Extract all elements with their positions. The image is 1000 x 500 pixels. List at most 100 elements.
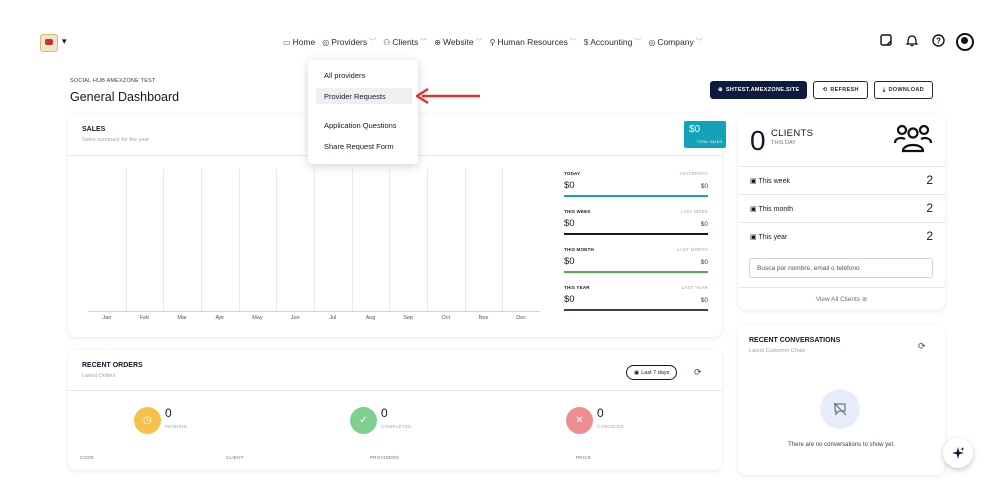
- completed-label: COMPLETED: [381, 424, 412, 429]
- clients-icon: ⚇: [383, 37, 391, 47]
- clients-row-label: ▣ This year: [750, 234, 788, 241]
- globe-icon: ⊕: [434, 37, 441, 47]
- gridline: [502, 169, 504, 311]
- stat-label: TODAY: [564, 171, 581, 176]
- clients-row-value: 2: [926, 173, 933, 187]
- nav-clients[interactable]: ⚇ Clients ﹀: [383, 37, 428, 47]
- refresh-icon[interactable]: ⟳: [694, 367, 702, 377]
- clients-divider: [738, 222, 945, 223]
- clients-count: 0: [750, 125, 766, 156]
- top-navbar: ▾ ▭ Home ◎ Providers ﹀ ⚇ Clients ﹀ ⊕ Website ﹀ …: [0, 26, 1000, 60]
- chevron-down-icon: ﹀: [569, 39, 577, 46]
- stat-prev-label: LAST YEAR: [681, 285, 708, 290]
- month-tick-label: Oct: [441, 315, 451, 321]
- gridline: [238, 169, 240, 311]
- hr-icon: ⚲: [489, 37, 496, 47]
- nav-website[interactable]: ⊕ Website ﹀: [434, 37, 483, 47]
- calendar-icon: ▣: [750, 178, 757, 185]
- pending-count: 0: [165, 406, 172, 420]
- clients-label: CLIENTS: [771, 128, 814, 139]
- nav-accounting[interactable]: $ Accounting ﹀: [583, 37, 642, 47]
- menu-item-provider-requests[interactable]: Provider Requests: [316, 88, 412, 104]
- nav-home[interactable]: ▭ Home: [283, 37, 316, 47]
- conversations-subtitle: Latest Customer Chats: [749, 348, 806, 354]
- people-icon: [894, 124, 932, 153]
- nav-human-resources[interactable]: ⚲ Human Resources ﹀: [489, 37, 577, 47]
- calendar-icon: ▣: [750, 206, 757, 213]
- total-sales-badge: $0 TOTAL SALES: [684, 121, 726, 148]
- chevron-down-icon: ﹀: [420, 39, 428, 46]
- clients-divider: [738, 287, 945, 288]
- completed-count: 0: [381, 406, 388, 420]
- sales-stat-this-week: THIS WEEK LAST WEEK $0 $0: [564, 209, 708, 247]
- user-avatar-icon[interactable]: [956, 33, 974, 51]
- stat-label: THIS WEEK: [564, 209, 591, 214]
- orders-divider: [68, 390, 722, 391]
- sales-stat-this-year: THIS YEAR LAST YEAR $0 $0: [564, 285, 708, 323]
- stat-value: $0: [564, 256, 575, 267]
- monitor-icon: ▭: [283, 37, 291, 47]
- download-button[interactable]: ⤓ DOWNLOAD: [873, 81, 933, 99]
- red-arrow-annotation: [415, 87, 480, 105]
- chevron-down-icon[interactable]: ▾: [62, 36, 67, 46]
- sales-subtitle: Sales summary for the year.: [82, 137, 151, 143]
- stat-prev-value: $0: [700, 221, 708, 228]
- calendar-icon: ▣: [750, 234, 757, 241]
- notes-icon[interactable]: [878, 34, 894, 50]
- pending-label: PENDING: [165, 424, 188, 429]
- site-button[interactable]: ⊕ SHTEST.AMEXZONE.SITE: [710, 81, 808, 99]
- stat-value: $0: [564, 294, 575, 305]
- nav-providers[interactable]: ◎ Providers ﹀: [322, 37, 377, 47]
- stat-label: THIS MONTH: [564, 247, 594, 252]
- stat-label: THIS YEAR: [564, 285, 590, 290]
- view-all-clients-link[interactable]: View All Clients ⊛: [815, 296, 868, 303]
- dollar-icon: $: [583, 37, 589, 47]
- conversations-empty-text: There are no conversations to show yet.: [788, 442, 895, 448]
- menu-item-application-questions[interactable]: Application Questions: [324, 120, 397, 130]
- orders-title: RECENT ORDERS: [82, 362, 143, 369]
- top-actions: ?: [878, 33, 974, 51]
- sales-title: SALES: [82, 126, 106, 133]
- column-providers[interactable]: PROVIDERS: [370, 455, 400, 460]
- main-menu: ▭ Home ◎ Providers ﹀ ⚇ Clients ﹀ ⊕ Website ﹀ ⚲ H…: [283, 37, 703, 47]
- recent-conversations-card: RECENT CONVERSATIONS Latest Customer Cha…: [738, 325, 945, 475]
- orders-subtitle: Latest Orders: [82, 373, 116, 379]
- month-tick-label: Aug: [365, 315, 376, 321]
- ai-assistant-button[interactable]: [943, 438, 973, 468]
- column-client[interactable]: CLIENT: [226, 455, 244, 460]
- gridline: [163, 169, 165, 311]
- bell-icon[interactable]: [904, 34, 920, 50]
- help-icon[interactable]: ?: [930, 34, 946, 50]
- calendar-icon: ▣: [634, 369, 640, 376]
- refresh-icon[interactable]: ⟳: [918, 341, 926, 351]
- client-search-input[interactable]: Busca por nombre, email o teléfono: [749, 258, 933, 278]
- providers-dropdown: All providers Provider Requests Applicat…: [308, 60, 418, 164]
- clients-period: THIS DAY: [771, 140, 796, 146]
- clock-icon: ◷: [134, 407, 161, 434]
- company-logo[interactable]: [40, 34, 58, 52]
- arrow-right-circle-icon: ⊛: [861, 296, 868, 303]
- stat-value: $0: [564, 218, 575, 229]
- check-icon: ✓: [350, 407, 377, 434]
- menu-item-all-providers[interactable]: All providers: [324, 70, 366, 80]
- column-code[interactable]: CODE: [80, 455, 95, 460]
- refresh-button[interactable]: ⟲ REFRESH: [813, 81, 868, 99]
- nav-company[interactable]: ◎ Company ﹀: [648, 37, 703, 47]
- menu-item-share-request-form[interactable]: Share Request Form: [324, 141, 394, 151]
- gridline: [351, 169, 353, 311]
- canceled-label: CANCELED: [597, 424, 624, 429]
- canceled-count: 0: [597, 406, 604, 420]
- stat-bar: [564, 233, 708, 235]
- column-price[interactable]: PRICE: [576, 455, 592, 460]
- month-tick-label: Jul: [329, 315, 337, 321]
- stat-prev-label: YESTERDAY: [679, 171, 708, 176]
- stat-prev-value: $0: [700, 297, 708, 304]
- page-title: General Dashboard: [70, 90, 180, 104]
- date-range-button[interactable]: ▣ Last 7 days: [626, 365, 678, 380]
- month-tick-label: Mar: [177, 315, 187, 321]
- sales-stat-today: TODAY YESTERDAY $0 $0: [564, 171, 708, 209]
- chevron-down-icon: ﹀: [695, 39, 703, 46]
- clients-row-value: 2: [926, 229, 933, 243]
- refresh-icon: ⟲: [822, 87, 828, 93]
- gridline: [125, 169, 127, 311]
